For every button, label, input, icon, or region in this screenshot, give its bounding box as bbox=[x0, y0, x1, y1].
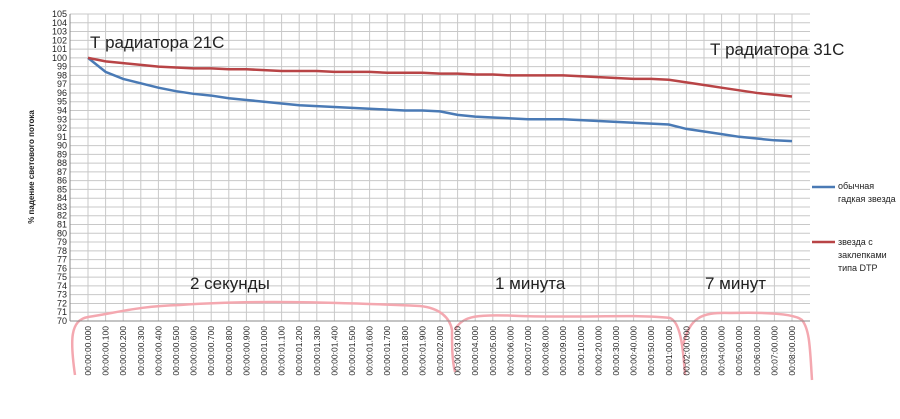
x-tick-label: 00:00:01.800 bbox=[400, 326, 410, 376]
x-tick-label: 00:00:00.500 bbox=[171, 326, 181, 376]
y-tick-label: 103 bbox=[52, 27, 67, 37]
x-tick-label: 00:00:03.000 bbox=[453, 326, 463, 376]
y-tick-label: 95 bbox=[57, 97, 67, 107]
x-tick-label: 00:06:00.000 bbox=[752, 326, 762, 376]
y-tick-label: 82 bbox=[57, 211, 67, 221]
y-tick-label: 80 bbox=[57, 228, 67, 238]
y-tick-label: 76 bbox=[57, 263, 67, 273]
x-tick-label: 00:00:05.000 bbox=[488, 326, 498, 376]
y-tick-label: 105 bbox=[52, 9, 67, 19]
annotation: 2 секунды bbox=[190, 274, 270, 293]
x-tick-label: 00:00:00.700 bbox=[206, 326, 216, 376]
annotation: Т радиатора 21С bbox=[90, 33, 224, 52]
y-tick-label: 75 bbox=[57, 272, 67, 282]
y-tick-label: 96 bbox=[57, 88, 67, 98]
y-tick-label: 99 bbox=[57, 62, 67, 72]
x-tick-label: 00:00:01.500 bbox=[347, 326, 357, 376]
x-tick-label: 00:00:01.300 bbox=[312, 326, 322, 376]
y-tick-label: 92 bbox=[57, 123, 67, 133]
x-tick-label: 00:00:40.000 bbox=[629, 326, 639, 376]
series-line bbox=[87, 56, 793, 98]
y-tick-label: 70 bbox=[57, 316, 67, 326]
annotation: 1 минута bbox=[495, 274, 566, 293]
x-tick-label: 00:00:30.000 bbox=[611, 326, 621, 376]
y-tick-label: 71 bbox=[57, 307, 67, 317]
y-tick-label: 79 bbox=[57, 237, 67, 247]
x-tick-label: 00:00:01.900 bbox=[417, 326, 427, 376]
x-tick-label: 00:00:01.700 bbox=[382, 326, 392, 376]
x-tick-label: 00:00:08.000 bbox=[541, 326, 551, 376]
x-tick-label: 00:00:20.000 bbox=[593, 326, 603, 376]
y-tick-label: 87 bbox=[57, 167, 67, 177]
y-axis-label: % падение светового потока bbox=[27, 110, 36, 224]
y-tick-label: 74 bbox=[57, 281, 67, 291]
x-tick-label: 00:00:00.400 bbox=[153, 326, 163, 376]
x-tick-label: 00:08:00.000 bbox=[787, 326, 797, 376]
x-tick-label: 00:00:04.000 bbox=[470, 326, 480, 376]
y-tick-label: 83 bbox=[57, 202, 67, 212]
x-tick-label: 00:00:02.000 bbox=[435, 326, 445, 376]
legend-label: звезда с заклепками типа DTP bbox=[838, 237, 887, 273]
x-tick-label: 00:00:00.800 bbox=[224, 326, 234, 376]
y-tick-label: 77 bbox=[57, 255, 67, 265]
x-tick-label: 00:05:00.000 bbox=[734, 326, 744, 376]
y-tick-label: 85 bbox=[57, 184, 67, 194]
x-tick-label: 00:00:09.000 bbox=[558, 326, 568, 376]
x-tick-label: 00:00:01.600 bbox=[365, 326, 375, 376]
legend-label: обычная гадкая звезда bbox=[838, 181, 896, 204]
y-tick-label: 94 bbox=[57, 105, 67, 115]
x-tick-label: 00:00:00.000 bbox=[83, 326, 93, 376]
y-tick-label: 91 bbox=[57, 132, 67, 142]
x-tick-label: 00:00:07.000 bbox=[523, 326, 533, 376]
x-tick-label: 00:00:01.000 bbox=[259, 326, 269, 376]
y-tick-label: 89 bbox=[57, 149, 67, 159]
x-tick-label: 00:00:10.000 bbox=[576, 326, 586, 376]
x-tick-label: 00:04:00.000 bbox=[717, 326, 727, 376]
series-line bbox=[87, 56, 793, 143]
x-tick-label: 00:00:00.900 bbox=[241, 326, 251, 376]
y-tick-label: 93 bbox=[57, 114, 67, 124]
grid bbox=[70, 13, 810, 322]
y-tick-label: 86 bbox=[57, 176, 67, 186]
y-tick-label: 84 bbox=[57, 193, 67, 203]
x-tick-label: 00:03:00.000 bbox=[699, 326, 709, 376]
x-tick-label: 00:00:00.200 bbox=[118, 326, 128, 376]
x-tick-label: 00:01:00.000 bbox=[664, 326, 674, 376]
y-tick-label: 97 bbox=[57, 79, 67, 89]
x-tick-label: 00:00:01.100 bbox=[277, 326, 287, 376]
x-tick-label: 00:00:01.200 bbox=[294, 326, 304, 376]
y-tick-label: 78 bbox=[57, 246, 67, 256]
y-tick-label: 73 bbox=[57, 290, 67, 300]
y-tick-label: 88 bbox=[57, 158, 67, 168]
annotation: 7 минут bbox=[705, 274, 766, 293]
y-tick-label: 98 bbox=[57, 70, 67, 80]
x-tick-label: 00:02:00.000 bbox=[681, 326, 691, 376]
y-tick-label: 104 bbox=[52, 18, 67, 28]
y-tick-label: 100 bbox=[52, 53, 67, 63]
x-tick-label: 00:00:06.000 bbox=[505, 326, 515, 376]
x-tick-label: 00:00:01.400 bbox=[329, 326, 339, 376]
y-tick-label: 81 bbox=[57, 220, 67, 230]
x-tick-label: 00:07:00.000 bbox=[769, 326, 779, 376]
bracket-decoration bbox=[70, 300, 814, 381]
y-tick-label: 90 bbox=[57, 141, 67, 151]
y-tick-label: 72 bbox=[57, 298, 67, 308]
annotation: Т радиатора 31С bbox=[710, 40, 844, 59]
x-tick-label: 00:00:00.600 bbox=[189, 326, 199, 376]
x-tick-label: 00:00:50.000 bbox=[646, 326, 656, 376]
y-tick-label: 101 bbox=[52, 44, 67, 54]
y-tick-label: 102 bbox=[52, 35, 67, 45]
x-tick-label: 00:00:00.100 bbox=[101, 326, 111, 376]
x-tick-label: 00:00:00.300 bbox=[136, 326, 146, 376]
